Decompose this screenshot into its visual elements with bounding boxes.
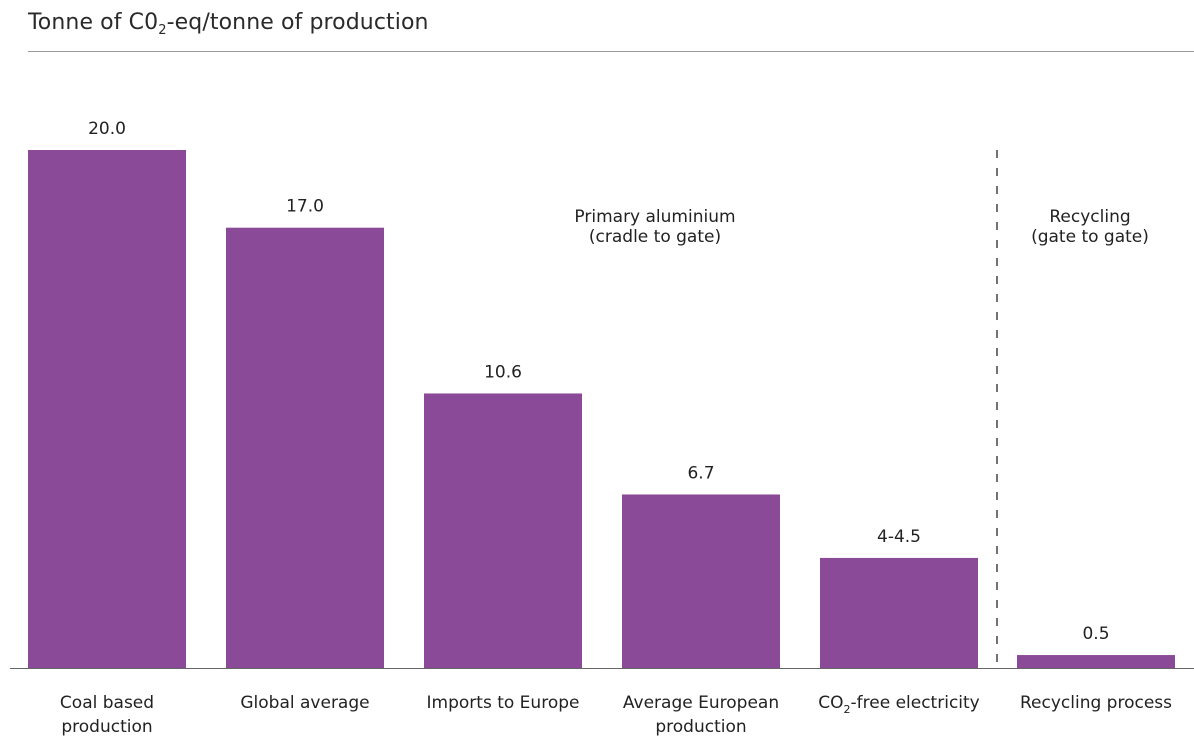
category-label: Recycling process (1020, 693, 1172, 713)
bar (1017, 655, 1175, 668)
group-annotation: (gate to gate) (1031, 227, 1149, 247)
category-label-part: -free electricity (851, 693, 980, 713)
category-label-part: CO (818, 693, 843, 713)
chart-title: Tonne of C02-eq/tonne of production (28, 10, 429, 38)
bar (28, 150, 186, 668)
bar (424, 393, 582, 668)
category-label: production (61, 717, 152, 737)
annotations-group: Primary aluminium(cradle to gate) Recycli… (574, 207, 1148, 247)
value-label: 17.0 (286, 197, 324, 217)
group-annotation: Primary aluminium (574, 207, 735, 227)
category-label: Imports to Europe (427, 693, 580, 713)
category-labels-group: Coal based production Global average Import… (60, 693, 1172, 737)
category-label: CO2-free electricity (818, 693, 979, 716)
value-label: 10.6 (484, 362, 522, 382)
category-label: Coal based (60, 693, 154, 713)
category-label: Global average (240, 693, 369, 713)
group-annotation: Recycling (1049, 207, 1130, 227)
group-annotation: (cradle to gate) (589, 227, 721, 247)
bar (820, 557, 978, 668)
header-rule (28, 51, 1194, 52)
bar (226, 227, 384, 668)
value-labels-group: 20.0 17.0 10.6 6.7 4-4.5 0.5 (88, 119, 1109, 644)
category-label-subscript: 2 (844, 703, 851, 716)
chart-title-suffix: -eq/tonne of production (166, 10, 429, 35)
bar (622, 494, 780, 668)
category-label: Average European (623, 693, 779, 713)
value-label: 0.5 (1082, 624, 1109, 644)
category-label: production (655, 717, 746, 737)
chart-title-subscript: 2 (158, 23, 167, 38)
value-label: 6.7 (687, 463, 714, 483)
bars-group (28, 150, 1175, 668)
chart-title-prefix: Tonne of C0 (28, 10, 159, 35)
value-label: 20.0 (88, 119, 126, 139)
value-label: 4-4.5 (877, 527, 921, 547)
